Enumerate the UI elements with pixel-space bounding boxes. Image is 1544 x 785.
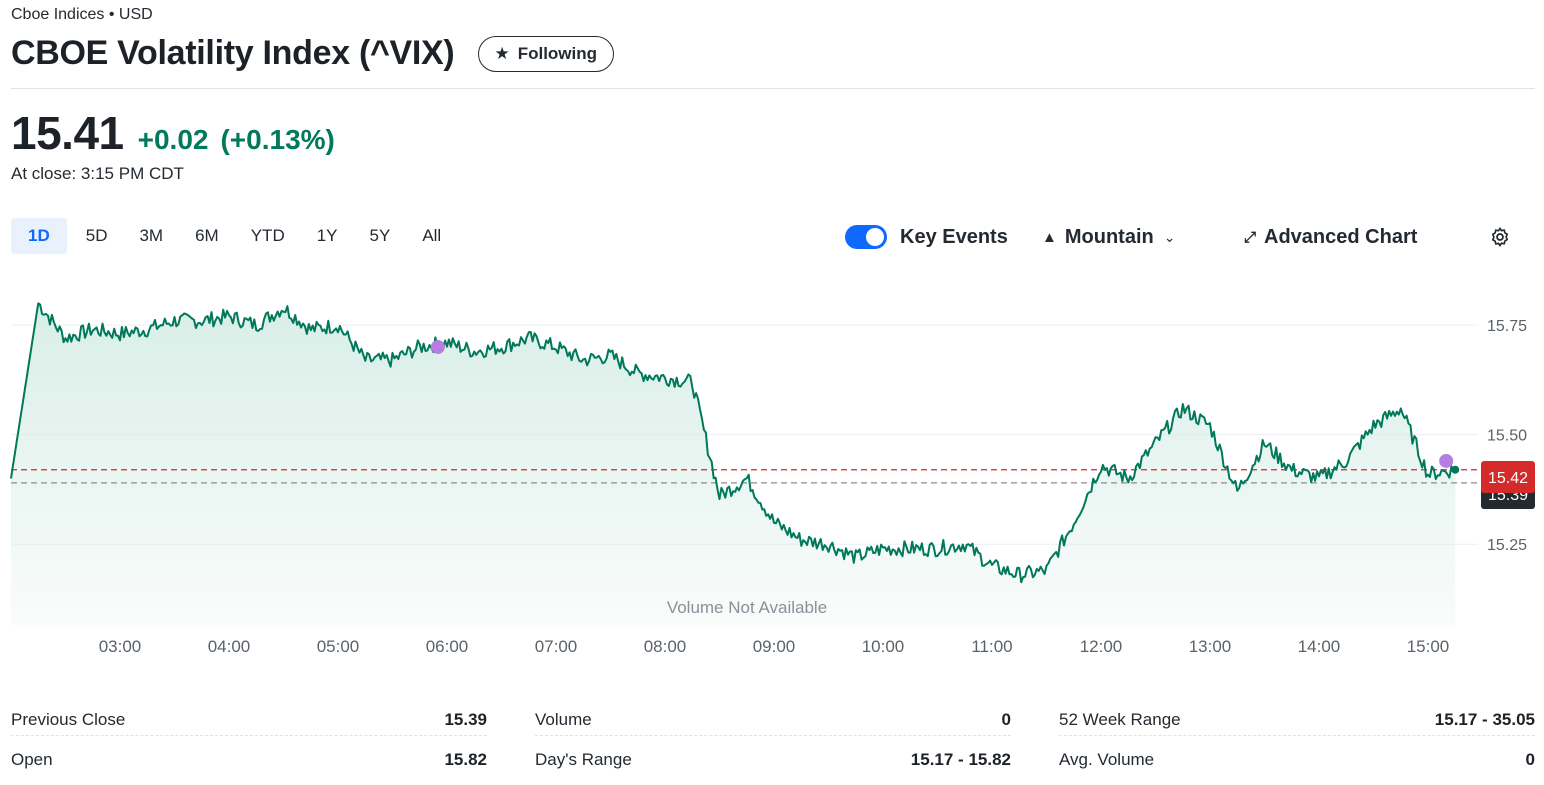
following-label: Following [517, 43, 598, 63]
key-event-marker[interactable] [430, 339, 445, 354]
y-tick-label: 15.25 [1487, 537, 1527, 554]
last-price-tag: 15.42 [1481, 461, 1535, 493]
mountain-icon: ▲ [1042, 228, 1057, 246]
x-tick-label: 11:00 [971, 637, 1012, 656]
range-tab-all[interactable]: All [422, 226, 442, 245]
last-price-tag-label: 15.42 [1488, 470, 1528, 487]
stat-52-week-range: 52 Week Range 15.17 - 35.05 [1059, 706, 1535, 736]
price-change: +0.02 [137, 124, 209, 155]
y-tick-label: 15.75 [1487, 318, 1527, 335]
breadcrumb: Cboe Indices • USD [11, 6, 153, 23]
range-tab-3m[interactable]: 3M [139, 226, 164, 245]
x-tick-label: 06:00 [426, 637, 469, 656]
stats-column-2: Volume 0 Day's Range 15.17 - 15.82 [535, 706, 1011, 784]
x-tick-label: 15:00 [1407, 637, 1450, 656]
chart-type-label: Mountain [1064, 225, 1154, 248]
x-tick-label: 09:00 [753, 637, 796, 656]
range-selector: 1D 5D 3M 6M YTD 1Y 5Y All [11, 218, 460, 254]
range-tab-6m[interactable]: 6M [195, 226, 219, 245]
stat-days-range: Day's Range 15.17 - 15.82 [535, 736, 1011, 784]
stat-value: 0 [1525, 750, 1535, 769]
price-area-fill [11, 303, 1456, 625]
stat-value: 15.17 - 35.05 [1434, 710, 1535, 729]
x-tick-label: 08:00 [644, 637, 687, 656]
stat-avg-volume: Avg. Volume 0 [1059, 736, 1535, 784]
stat-label: Avg. Volume [1059, 750, 1155, 769]
star-icon: ★ [494, 43, 510, 63]
stat-value: 15.17 - 15.82 [910, 750, 1011, 769]
header-divider [11, 88, 1535, 89]
range-tab-5y[interactable]: 5Y [369, 226, 391, 245]
y-tick-label: 15.50 [1487, 428, 1527, 445]
market-close-time: At close: 3:15 PM CDT [11, 164, 184, 183]
stat-previous-close: Previous Close 15.39 [11, 706, 487, 736]
chart-type-dropdown[interactable]: ▲ Mountain ⌄ [1042, 220, 1175, 254]
advanced-chart-label: Advanced Chart [1264, 225, 1418, 248]
x-tick-label: 10:00 [862, 637, 905, 656]
x-tick-label: 12:00 [1080, 637, 1123, 656]
page-title: CBOE Volatility Index (^VIX) [11, 34, 455, 72]
last-price: 15.41 [11, 107, 124, 159]
stat-volume: Volume 0 [535, 706, 1011, 736]
stat-label: Open [11, 750, 53, 769]
volume-not-available: Volume Not Available [667, 598, 827, 617]
last-point-marker [1451, 465, 1460, 474]
x-tick-label: 03:00 [99, 637, 142, 656]
title-row: CBOE Volatility Index (^VIX) ★ Following [11, 34, 615, 73]
price-line [10, 302, 1456, 584]
range-tab-5d[interactable]: 5D [85, 226, 108, 245]
stat-label: 52 Week Range [1059, 710, 1181, 729]
advanced-chart-button[interactable]: ⤢ Advanced Chart [1244, 220, 1417, 254]
x-tick-label: 13:00 [1189, 637, 1232, 656]
stat-value: 15.82 [444, 750, 487, 769]
key-event-marker[interactable] [1439, 453, 1454, 468]
stat-value: 0 [1001, 710, 1011, 729]
range-tab-1y[interactable]: 1Y [316, 226, 338, 245]
x-tick-label: 05:00 [317, 637, 360, 656]
price-change-percent: (+0.13%) [220, 124, 335, 155]
stats-column-3: 52 Week Range 15.17 - 35.05 Avg. Volume … [1059, 706, 1535, 784]
stat-open: Open 15.82 [11, 736, 487, 784]
key-events-control[interactable]: Key Events [845, 220, 1008, 254]
chevron-down-icon: ⌄ [1163, 228, 1176, 245]
price-chart-svg[interactable]: 15.75 15.50 15.25 03:00 04:00 05:00 06:00 07:0… [0, 280, 1544, 670]
stat-value: 15.39 [444, 710, 487, 729]
key-events-label: Key Events [900, 225, 1008, 248]
expand-icon: ⤢ [1244, 228, 1257, 246]
quote-statistics: Previous Close 15.39 Open 15.82 Volume 0… [11, 706, 1535, 784]
stat-label: Day's Range [535, 750, 632, 769]
range-tab-ytd[interactable]: YTD [250, 226, 285, 245]
stat-label: Previous Close [11, 710, 126, 729]
x-tick-label: 07:00 [535, 637, 578, 656]
range-tab-1d[interactable]: 1D [11, 218, 67, 254]
following-button[interactable]: ★ Following [478, 35, 615, 72]
key-events-toggle[interactable] [845, 225, 887, 249]
x-tick-label: 14:00 [1298, 637, 1341, 656]
x-tick-label: 04:00 [208, 637, 251, 656]
price-chart[interactable]: 15.75 15.50 15.25 03:00 04:00 05:00 06:00 07:0… [0, 280, 1544, 670]
stats-column-1: Previous Close 15.39 Open 15.82 [11, 706, 487, 784]
stat-label: Volume [535, 710, 592, 729]
quote-row: 15.41 +0.02 (+0.13%) [11, 106, 335, 160]
settings-gear-icon[interactable] [1489, 226, 1511, 248]
